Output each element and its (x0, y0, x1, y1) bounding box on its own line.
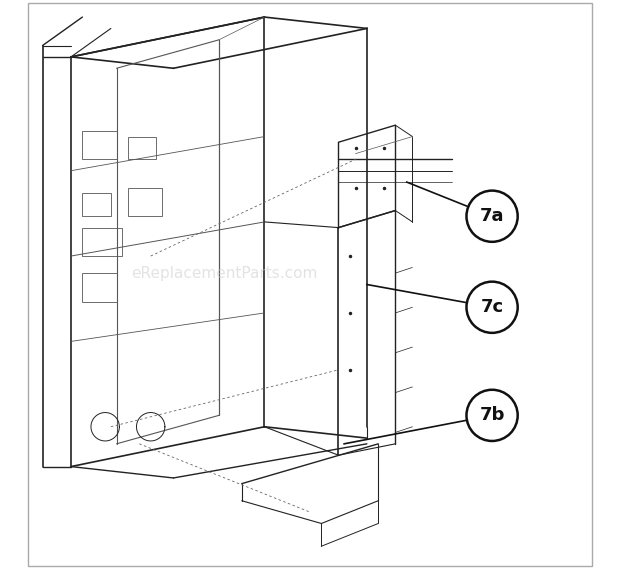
Bar (82, 273, 117, 302)
Circle shape (466, 190, 518, 242)
Text: 7c: 7c (480, 298, 503, 316)
Bar (82, 193, 111, 216)
Text: 7b: 7b (479, 406, 505, 424)
Text: 7a: 7a (480, 207, 504, 225)
Bar (82, 131, 117, 159)
Circle shape (466, 281, 518, 333)
Bar (128, 137, 156, 159)
Bar (82, 228, 122, 256)
Circle shape (466, 191, 518, 242)
Circle shape (466, 390, 518, 441)
Circle shape (466, 389, 518, 442)
Text: eReplacementParts.com: eReplacementParts.com (131, 266, 318, 281)
Bar (128, 188, 162, 216)
Circle shape (466, 282, 518, 333)
